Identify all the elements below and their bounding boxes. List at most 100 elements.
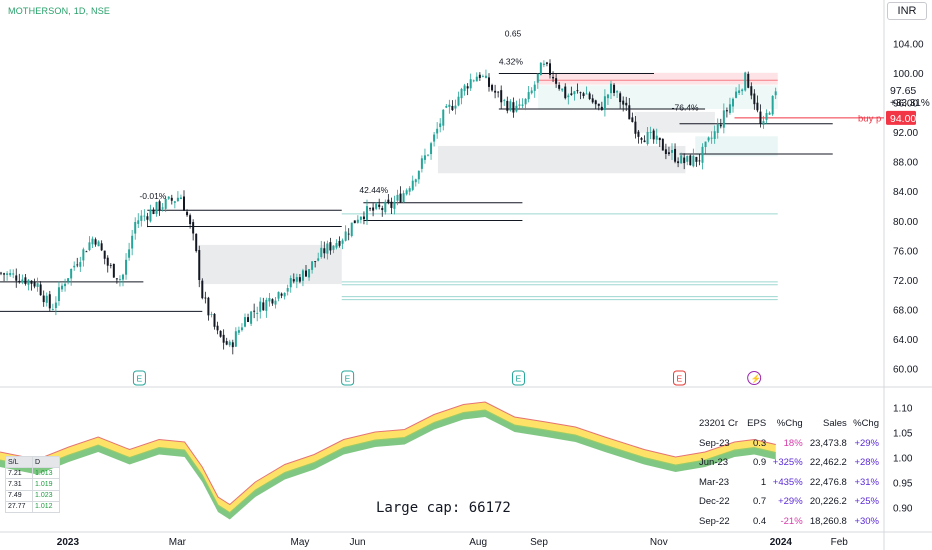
currency-button[interactable]: INR	[887, 2, 927, 20]
candle-body	[268, 298, 271, 302]
candle-body	[616, 91, 619, 93]
candle-body	[320, 247, 323, 258]
buy-price-label: 94.00	[890, 113, 916, 125]
candle-body	[76, 264, 79, 266]
candle-body	[219, 330, 222, 337]
price-zone	[634, 111, 715, 133]
candle-body	[73, 265, 76, 268]
price-tick-label: 72.00	[893, 276, 918, 287]
annotation-label: 0.65	[505, 29, 522, 39]
last-price-label: 97.65	[890, 85, 916, 97]
candle-body	[521, 104, 524, 106]
sl-ratio: 1.019	[32, 478, 60, 491]
time-tick-label: Jun	[349, 537, 365, 548]
earnings-marker-label: E	[677, 374, 683, 384]
candle-body	[173, 201, 176, 203]
candle-body	[722, 110, 725, 128]
candle-body	[295, 277, 298, 282]
candle-body	[152, 209, 155, 214]
candle-body	[256, 312, 259, 314]
eps-change: +325%	[772, 457, 803, 469]
candle-body	[698, 160, 701, 162]
sl-value: 7.49	[5, 489, 33, 502]
candle-body	[91, 238, 94, 245]
event-marker	[747, 371, 762, 385]
earnings-marker-label: E	[136, 374, 142, 384]
candle-body	[719, 124, 722, 127]
candle-body	[622, 100, 625, 105]
candle-body	[369, 208, 372, 210]
candle-body	[454, 105, 457, 109]
candle-body	[115, 278, 118, 280]
candle-body	[545, 62, 548, 64]
candle-body	[491, 85, 494, 91]
candle-body	[33, 282, 36, 287]
sl-header: S/L	[5, 455, 33, 469]
candle-body	[100, 243, 103, 251]
candle-body	[555, 78, 558, 84]
candle-body	[207, 297, 210, 316]
candle-body	[97, 241, 100, 247]
candle-body	[695, 156, 698, 162]
candle-body	[420, 158, 423, 169]
candle-body	[518, 104, 521, 106]
candle-body	[189, 215, 192, 225]
candle-body	[164, 198, 167, 209]
candle-body	[567, 95, 570, 98]
sales: 23,473.8	[809, 437, 847, 449]
candle-body	[774, 91, 777, 96]
candle-body	[552, 76, 555, 79]
candle-body	[533, 84, 536, 91]
buy-price-box	[886, 110, 916, 125]
candle-body	[106, 257, 109, 266]
candle-body	[619, 93, 622, 103]
fundamentals-table: 23201 Cr EPS %Chg Sales %Chg Sep-23 0.3 …	[697, 414, 881, 531]
annotation-label: -0.01%	[139, 191, 166, 201]
candle-body	[286, 288, 289, 292]
candle-body	[716, 124, 719, 133]
candle-body	[118, 279, 121, 281]
candle-body	[314, 261, 317, 262]
candle-body	[674, 148, 677, 162]
candle-body	[311, 261, 314, 270]
candle-body	[414, 179, 417, 183]
sl-ratio: 1.023	[32, 489, 60, 502]
sales: 22,462.2	[809, 457, 847, 469]
candle-body	[768, 112, 771, 115]
candle-body	[292, 279, 295, 282]
candle-body	[170, 197, 173, 201]
candle-body	[134, 222, 137, 234]
candle-body	[643, 140, 646, 143]
sl-ratio: 1.013	[32, 467, 60, 480]
sl-row: 7.31 1.019	[5, 478, 60, 491]
eps: 0.9	[752, 457, 767, 469]
candle-body	[216, 325, 219, 331]
candle-body	[350, 222, 353, 237]
price-tick-label: 76.00	[893, 246, 918, 257]
candle-body	[213, 313, 216, 327]
candle-body	[530, 90, 533, 94]
candle-body	[48, 294, 51, 309]
earnings-marker	[673, 370, 687, 386]
candle-body	[289, 278, 292, 288]
candle-body	[18, 280, 21, 283]
candle-body	[12, 273, 15, 275]
candle-body	[497, 91, 500, 93]
eps-change: 18%	[783, 437, 803, 449]
candle-body	[3, 273, 6, 275]
candle-body	[244, 317, 246, 327]
eps: 1	[760, 476, 767, 488]
candle-body	[750, 86, 753, 96]
candle-body	[713, 131, 716, 139]
price-tick-label: 88.00	[893, 158, 918, 169]
candle-body	[21, 279, 24, 283]
event-marker-label: ⚡	[751, 374, 762, 385]
candle-body	[146, 216, 149, 220]
candle-body	[588, 93, 591, 100]
candle-body	[332, 245, 335, 250]
candle-body	[402, 193, 405, 203]
candle-body	[457, 96, 460, 106]
candle-body	[725, 110, 728, 112]
candle-body	[36, 283, 39, 287]
